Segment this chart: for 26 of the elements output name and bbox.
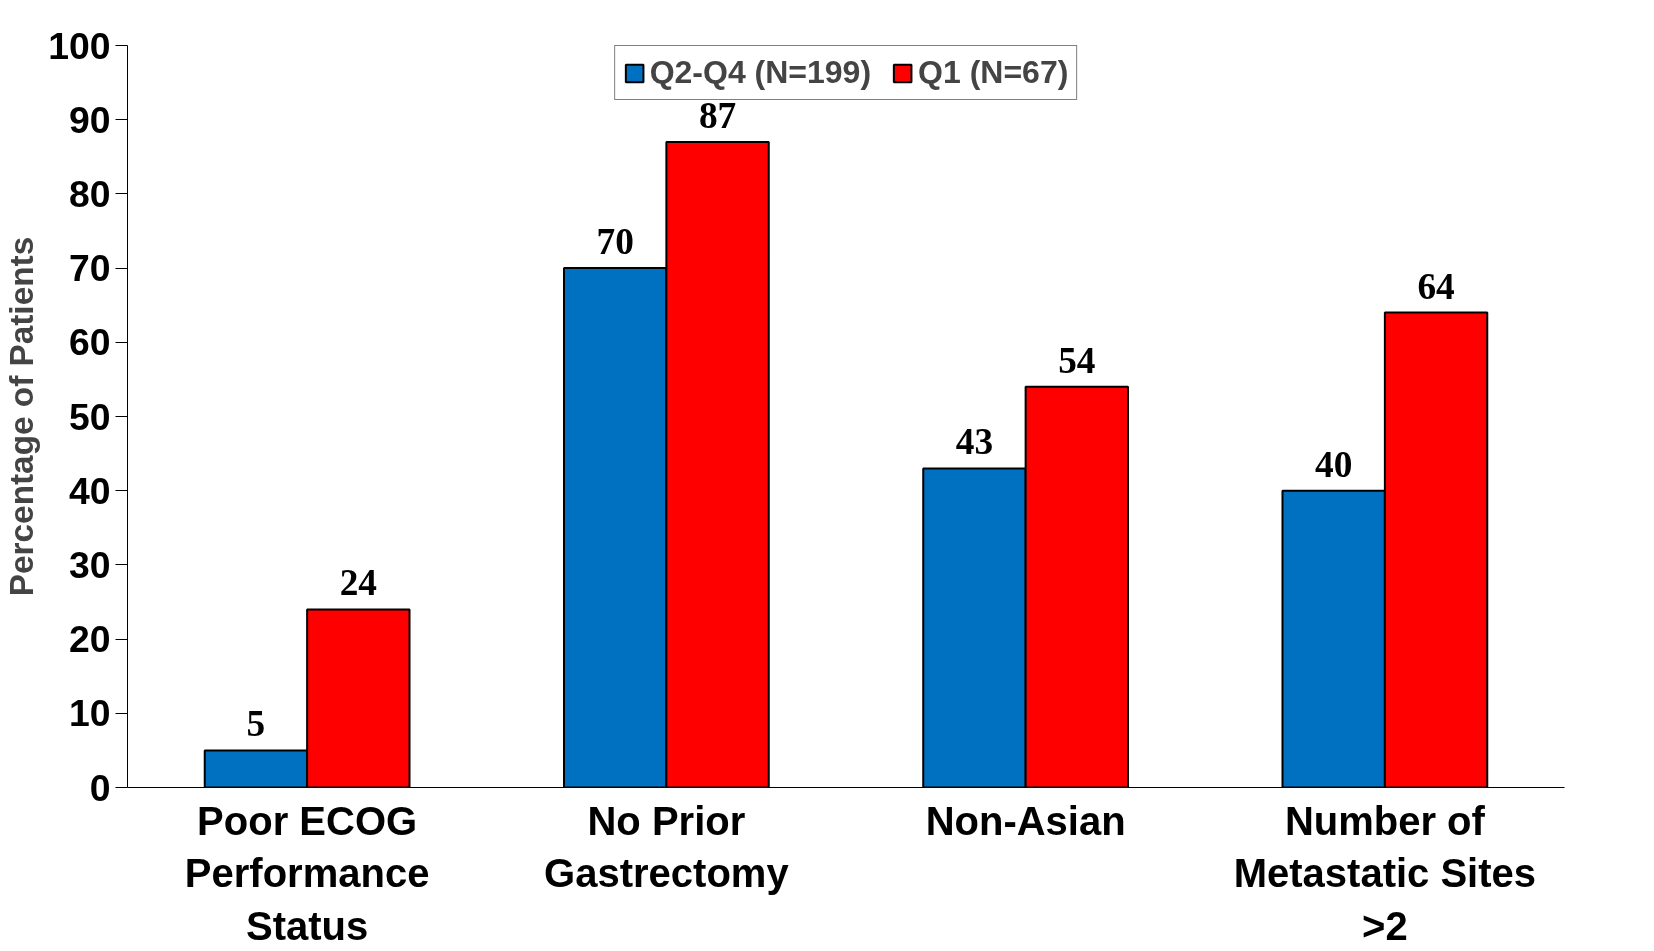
y-tick-label: 10: [68, 692, 111, 735]
data-label: 70: [596, 221, 634, 263]
y-tick-label: 80: [68, 172, 111, 215]
x-tick-label: Non-Asian: [925, 798, 1126, 843]
y-tick-label: 40: [68, 469, 111, 512]
x-tick-label: Poor ECOG Performance Status: [184, 798, 430, 949]
legend-label: Q2-Q4 (N=199): [649, 54, 872, 91]
data-label: 40: [1315, 443, 1353, 485]
data-label: 5: [246, 703, 266, 745]
x-tick-label: No Prior Gastrectomy: [544, 798, 790, 896]
data-label: 64: [1417, 265, 1455, 307]
data-label: 43: [955, 421, 994, 463]
y-tick-label: 90: [68, 98, 111, 141]
data-label: 24: [339, 562, 377, 604]
x-tick-label: Number of Metastatic Sites >2: [1233, 798, 1537, 949]
data-label: 87: [698, 94, 737, 136]
y-tick-label: 0: [89, 766, 111, 809]
y-axis-title: Percentage of Patients: [3, 236, 41, 597]
y-tick-label: 20: [68, 618, 111, 661]
legend-label: Q1 (N=67): [918, 54, 1069, 91]
y-tick-label: 60: [68, 321, 111, 364]
y-tick-label: 50: [68, 395, 111, 438]
y-tick-label: 30: [68, 543, 111, 586]
y-tick-label: 70: [68, 247, 111, 290]
y-tick-label: 100: [48, 24, 111, 67]
data-label: 54: [1058, 339, 1096, 381]
